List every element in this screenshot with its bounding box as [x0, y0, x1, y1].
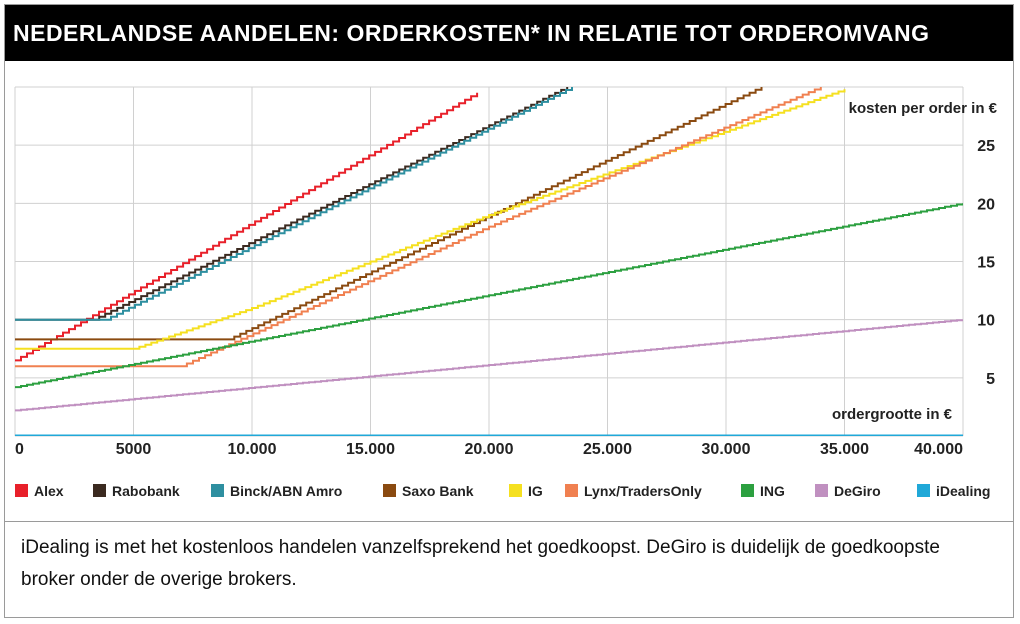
series-line-alex	[15, 92, 479, 362]
x-tick-label: 0	[15, 441, 24, 458]
legend-label: Binck/ABN Amro	[230, 483, 342, 499]
legend-label: Rabobank	[112, 483, 180, 499]
series-line-rabobank	[15, 87, 569, 321]
legend-item: DeGiro	[815, 483, 881, 499]
line-chart: 0 5000 10.000 15.000 20.000 25.000 30.000 35.00…	[14, 86, 998, 499]
legend-swatch	[815, 484, 828, 497]
legend-item: Saxo Bank	[383, 483, 474, 499]
legend-swatch	[383, 484, 396, 497]
series-line-lynx-tradersonly	[15, 87, 822, 368]
legend-item: IG	[509, 483, 543, 499]
legend-swatch	[93, 484, 106, 497]
x-tick-label: 35.000	[820, 441, 869, 458]
x-tick-label: 15.000	[346, 441, 395, 458]
x-axis-label: ordergrootte in €	[832, 406, 953, 423]
legend-swatch	[565, 484, 578, 497]
legend-item: Lynx/TradersOnly	[565, 483, 702, 499]
legend-label: Saxo Bank	[402, 483, 474, 499]
x-tick-label: 25.000	[583, 441, 632, 458]
x-tick-label: 10.000	[228, 441, 277, 458]
y-tick-label: 10	[977, 313, 995, 330]
legend-swatch	[15, 484, 28, 497]
x-tick-label: 40.000	[914, 441, 963, 458]
legend-item: Rabobank	[93, 483, 180, 499]
y-axis-label: kosten per order in €	[849, 100, 998, 117]
legend-label: Alex	[34, 483, 64, 499]
legend-label: Lynx/TradersOnly	[584, 483, 702, 499]
caption-box: iDealing is met het kostenloos handelen …	[5, 521, 1013, 617]
legend-label: IG	[528, 483, 543, 499]
legend-item: ING	[741, 483, 785, 499]
x-tick-label: 20.000	[465, 441, 514, 458]
legend-swatch	[917, 484, 930, 497]
legend-swatch	[509, 484, 522, 497]
legend-item: Binck/ABN Amro	[211, 483, 342, 499]
series-line-ing	[15, 203, 963, 389]
legend-label: ING	[760, 483, 785, 499]
y-tick-label: 25	[977, 138, 995, 155]
chart-title: NEDERLANDSE AANDELEN: ORDERKOSTEN* IN RE…	[13, 20, 930, 46]
legend-swatch	[741, 484, 754, 497]
series-line-degiro	[15, 319, 963, 412]
legend-label: iDealing	[936, 483, 990, 499]
x-tick-label: 5000	[116, 441, 152, 458]
caption-text: iDealing is met het kostenloos handelen …	[21, 537, 940, 590]
legend-item: iDealing	[917, 483, 990, 499]
series-line-ig	[15, 89, 846, 350]
x-tick-label: 30.000	[702, 441, 751, 458]
legend-item: Alex	[15, 483, 64, 499]
legend-label: DeGiro	[834, 483, 881, 499]
series-line-binck-abn-amro	[15, 87, 573, 321]
y-tick-label: 15	[977, 255, 995, 272]
title-bar: NEDERLANDSE AANDELEN: ORDERKOSTEN* IN RE…	[5, 5, 1013, 61]
y-tick-label: 5	[986, 371, 995, 388]
figure-frame: NEDERLANDSE AANDELEN: ORDERKOSTEN* IN RE…	[4, 4, 1014, 618]
series-line-saxo-bank	[15, 87, 763, 341]
legend-swatch	[211, 484, 224, 497]
y-tick-label: 20	[977, 196, 995, 213]
